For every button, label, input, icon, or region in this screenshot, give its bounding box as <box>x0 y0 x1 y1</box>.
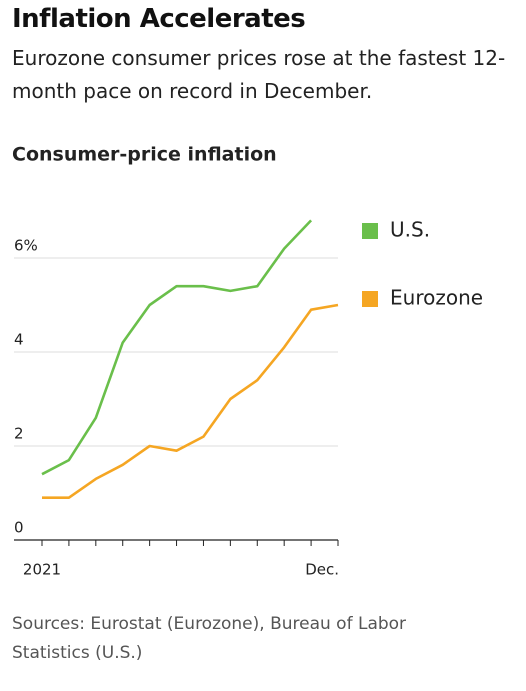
legend-swatch <box>362 291 378 307</box>
chart: Consumer-price inflation 0 2 4 6% 2021 Dec. U.… <box>12 144 483 579</box>
headline: Inflation Accelerates <box>12 4 306 34</box>
source: Sources: Eurostat (Eurozone), Bureau of … <box>12 614 407 663</box>
line <box>41 219 313 476</box>
x-tick-label: Dec. <box>305 561 339 579</box>
legend-swatch <box>362 223 378 239</box>
legend-label: Eurozone <box>390 286 483 310</box>
legend-label: U.S. <box>390 218 430 242</box>
y-tick-label: 2 <box>14 425 24 443</box>
x-tick-label: 2021 <box>23 561 61 579</box>
subtitle: Eurozone consumer prices rose at the fas… <box>12 46 506 103</box>
y-tick-label: 6% <box>14 237 38 255</box>
y-tick-label: 0 <box>14 519 24 537</box>
line <box>42 303 339 499</box>
y-tick-label: 4 <box>14 331 24 349</box>
chart-title: Consumer-price inflation <box>12 144 277 166</box>
